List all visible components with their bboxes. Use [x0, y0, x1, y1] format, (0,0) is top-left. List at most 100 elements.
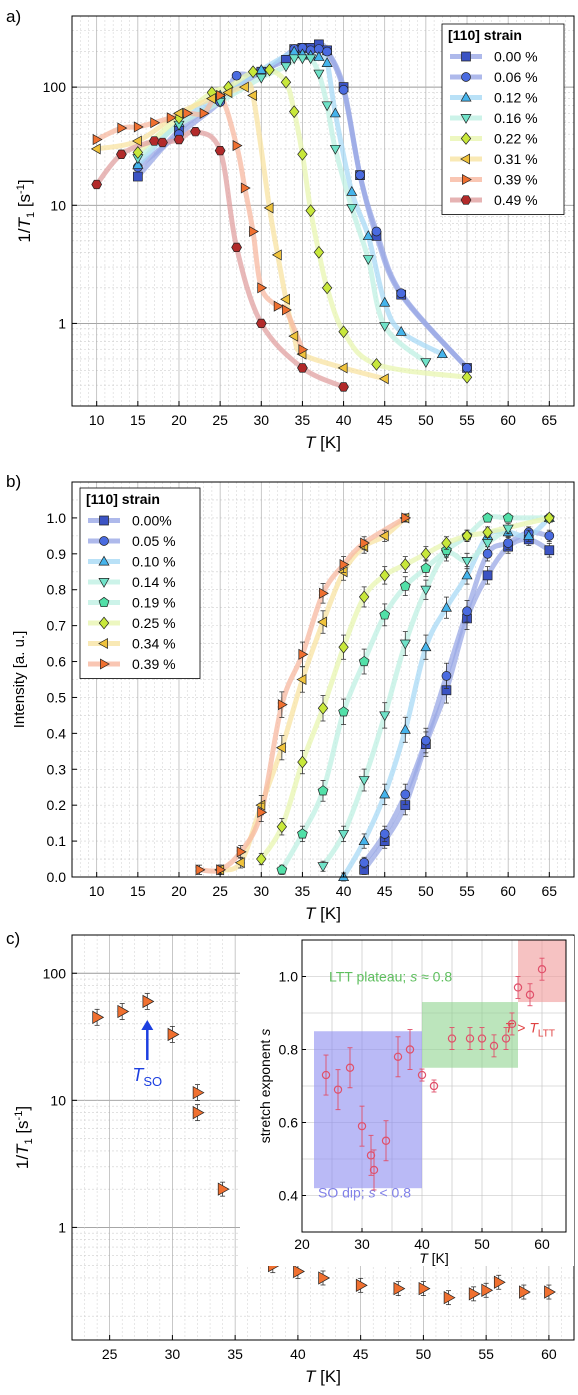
panel-a-legend: [110] strain 0.00 % 0.06 % 0.12 % 0.16 % 0.22…	[441, 23, 565, 215]
data-point	[255, 318, 267, 329]
legend-marker	[460, 132, 472, 145]
panel-b-frame	[71, 481, 575, 878]
inset-y-tick-label: 0.4	[279, 1188, 299, 1204]
x-tick-label: 25	[102, 1346, 118, 1362]
x-tick-label: 45	[377, 412, 393, 428]
data-point	[379, 711, 391, 722]
data-point	[544, 511, 555, 525]
data-point	[236, 846, 247, 858]
data-point	[247, 89, 258, 102]
y-tick-label: 100	[43, 79, 67, 95]
panel-c-ylabel: 1/T1 [s-1]	[13, 1106, 35, 1169]
data-point	[313, 245, 325, 259]
data-point	[379, 829, 390, 839]
inset-data-point	[513, 983, 523, 992]
data-point	[297, 363, 308, 373]
panel-b-xlabel: T [K]	[305, 904, 341, 923]
data-point	[222, 86, 233, 99]
data-point	[346, 203, 358, 214]
data-point	[503, 538, 514, 548]
data-point	[313, 51, 325, 61]
y-tick-label: 10	[50, 1092, 66, 1108]
data-point	[358, 590, 370, 604]
legend-label: 0.10 %	[132, 554, 176, 570]
panel-a-xlabel: T [K]	[305, 433, 341, 452]
data-point	[214, 146, 226, 156]
legend-title: [110] strain	[448, 27, 522, 43]
y-tick-label: 0.1	[47, 833, 67, 849]
data-point	[441, 536, 452, 550]
panel-c-label: c)	[6, 929, 20, 948]
data-point	[288, 330, 299, 342]
inset-region-label: LTT plateau; s ≈ 0.8	[329, 969, 452, 985]
data-point	[338, 382, 349, 392]
data-point	[216, 864, 227, 876]
legend-label: 0.22 %	[494, 131, 538, 147]
data-point	[280, 293, 290, 305]
x-tick-label: 50	[416, 1346, 432, 1362]
data-point	[379, 322, 391, 332]
data-point	[400, 800, 411, 811]
data-point	[195, 864, 206, 876]
inset-frame	[301, 939, 567, 1233]
annotation-arrow-head	[141, 1020, 154, 1030]
data-point	[240, 182, 251, 194]
data-point	[183, 107, 194, 119]
y-tick-label: 0.8	[47, 582, 67, 598]
panel-b: b) 10 15 20 25 30 35 40 45 50 55 60 65 0.0 0.1 0.2 0.3 0…	[6, 472, 575, 923]
data-point	[117, 1004, 130, 1019]
data-point	[544, 545, 555, 556]
data-point	[338, 706, 349, 717]
y-tick-label: 0.3	[47, 761, 67, 777]
data-point	[482, 512, 493, 523]
inset-data-point	[429, 1081, 439, 1091]
data-point	[362, 255, 374, 266]
data-point	[379, 788, 391, 799]
panel-a-label: a)	[6, 7, 21, 26]
data-point	[247, 65, 259, 79]
inset-data-point	[477, 1034, 487, 1043]
inset-data-point	[417, 1070, 427, 1080]
data-point	[379, 609, 391, 620]
data-point	[297, 755, 308, 769]
inset-y-tick-label: 0.8	[279, 1042, 299, 1058]
data-point	[271, 249, 282, 261]
data-point	[317, 616, 327, 628]
data-point	[288, 54, 300, 65]
panel-b-legend: [110] strain 0.00% 0.05 % 0.10 % 0.14 % 0.19 …	[79, 487, 201, 679]
data-point	[231, 70, 242, 81]
x-tick-label: 10	[89, 412, 105, 428]
data-point	[358, 655, 370, 667]
data-point	[275, 742, 286, 754]
data-point	[346, 185, 358, 196]
data-point	[92, 134, 103, 146]
legend-label: 0.14 %	[132, 574, 176, 590]
data-point	[371, 357, 382, 371]
legend-marker	[460, 195, 472, 205]
x-tick-label: 20	[171, 412, 187, 428]
data-point	[264, 63, 275, 77]
inset-xlabel: T [K]	[419, 1250, 449, 1266]
legend-label: 0.25 %	[132, 615, 176, 631]
data-point	[420, 585, 432, 596]
series-line	[361, 536, 552, 873]
data-point	[298, 344, 309, 356]
data-point	[399, 580, 411, 591]
data-point	[420, 358, 432, 369]
series-line	[197, 515, 408, 874]
data-point	[440, 601, 452, 612]
data-point	[173, 134, 185, 145]
data-point	[313, 69, 325, 80]
data-point	[305, 204, 316, 218]
data-point	[255, 73, 267, 84]
data-point	[238, 81, 249, 93]
data-point	[461, 557, 473, 567]
inset-ylabel: stretch exponent s	[257, 1029, 273, 1143]
data-point	[317, 785, 329, 796]
data-point	[523, 529, 535, 540]
data-point	[379, 568, 390, 582]
data-point	[441, 544, 452, 555]
data-point	[157, 137, 168, 148]
